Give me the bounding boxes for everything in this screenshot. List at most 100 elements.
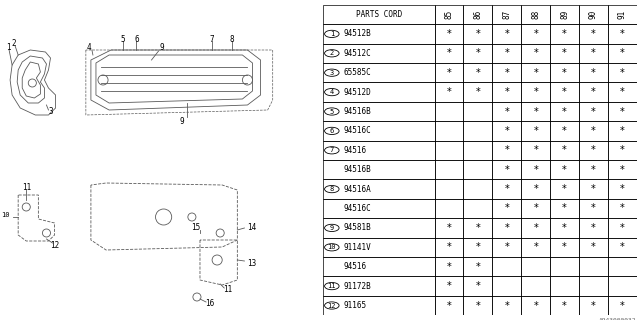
Bar [463,238,492,257]
Bar [463,24,492,44]
Bar [608,5,637,24]
Bar [492,82,521,102]
Text: *: * [504,87,509,97]
Bar [608,63,637,82]
Bar [323,276,435,296]
Text: 5: 5 [330,108,334,115]
Text: *: * [476,29,480,39]
Text: 2: 2 [12,39,17,49]
Bar [521,180,550,199]
Bar [579,102,608,121]
Text: *: * [562,300,567,310]
Bar [550,160,579,180]
Text: *: * [562,165,567,175]
Bar [492,63,521,82]
Text: *: * [504,204,509,213]
Bar [550,24,579,44]
Bar [323,102,435,121]
Bar [323,5,435,24]
Text: 94512C: 94512C [343,49,371,58]
Bar [435,82,463,102]
Bar [521,24,550,44]
Bar [435,276,463,296]
Bar [521,44,550,63]
Text: *: * [620,107,625,116]
Bar [463,160,492,180]
Text: *: * [476,242,480,252]
Bar [608,102,637,121]
Text: *: * [620,145,625,155]
Text: *: * [504,107,509,116]
Bar [463,63,492,82]
Text: 91: 91 [618,10,627,19]
Text: 14: 14 [248,222,257,231]
Text: 94516B: 94516B [343,165,371,174]
Text: *: * [620,165,625,175]
Text: *: * [504,184,509,194]
Text: 3: 3 [330,70,334,76]
Bar [550,5,579,24]
Text: 65585C: 65585C [343,68,371,77]
Text: *: * [620,126,625,136]
Text: 15: 15 [191,222,200,231]
Bar [463,82,492,102]
Text: *: * [620,300,625,310]
Bar [492,5,521,24]
Bar [323,199,435,218]
Text: *: * [533,68,538,78]
Bar [463,44,492,63]
Text: *: * [476,48,480,58]
Bar [323,296,435,315]
Bar [463,276,492,296]
Bar [492,238,521,257]
Text: *: * [620,87,625,97]
Bar [579,199,608,218]
Text: *: * [447,262,451,272]
Bar [579,82,608,102]
Text: *: * [447,300,451,310]
Bar [435,160,463,180]
Text: 9: 9 [179,116,184,125]
Bar [579,5,608,24]
Text: *: * [533,29,538,39]
Text: *: * [562,48,567,58]
Text: *: * [504,223,509,233]
Text: 85: 85 [444,10,454,19]
Bar [579,63,608,82]
Text: 94516: 94516 [343,146,366,155]
Text: 5: 5 [121,35,125,44]
Text: *: * [476,87,480,97]
Text: 94512B: 94512B [343,29,371,38]
Bar [521,5,550,24]
Text: 12: 12 [50,241,59,250]
Text: *: * [533,87,538,97]
Bar [323,63,435,82]
Text: 9: 9 [330,225,334,231]
Bar [608,82,637,102]
Bar [608,140,637,160]
Text: *: * [562,184,567,194]
Bar [550,44,579,63]
Text: *: * [504,145,509,155]
Bar [550,102,579,121]
Text: *: * [447,48,451,58]
Bar [492,140,521,160]
Text: *: * [591,29,596,39]
Text: *: * [533,223,538,233]
Text: 8: 8 [230,35,235,44]
Text: PARTS CORD: PARTS CORD [356,10,402,19]
Text: *: * [476,262,480,272]
Text: 89: 89 [560,10,569,19]
Text: 90: 90 [589,10,598,19]
Text: *: * [562,29,567,39]
Text: 91141V: 91141V [343,243,371,252]
Bar [521,238,550,257]
Bar [492,199,521,218]
Text: 9: 9 [159,44,164,52]
Text: *: * [591,300,596,310]
Text: 8: 8 [330,186,334,192]
Text: *: * [591,68,596,78]
Bar [323,121,435,140]
Bar [521,199,550,218]
Text: 11: 11 [22,182,31,191]
